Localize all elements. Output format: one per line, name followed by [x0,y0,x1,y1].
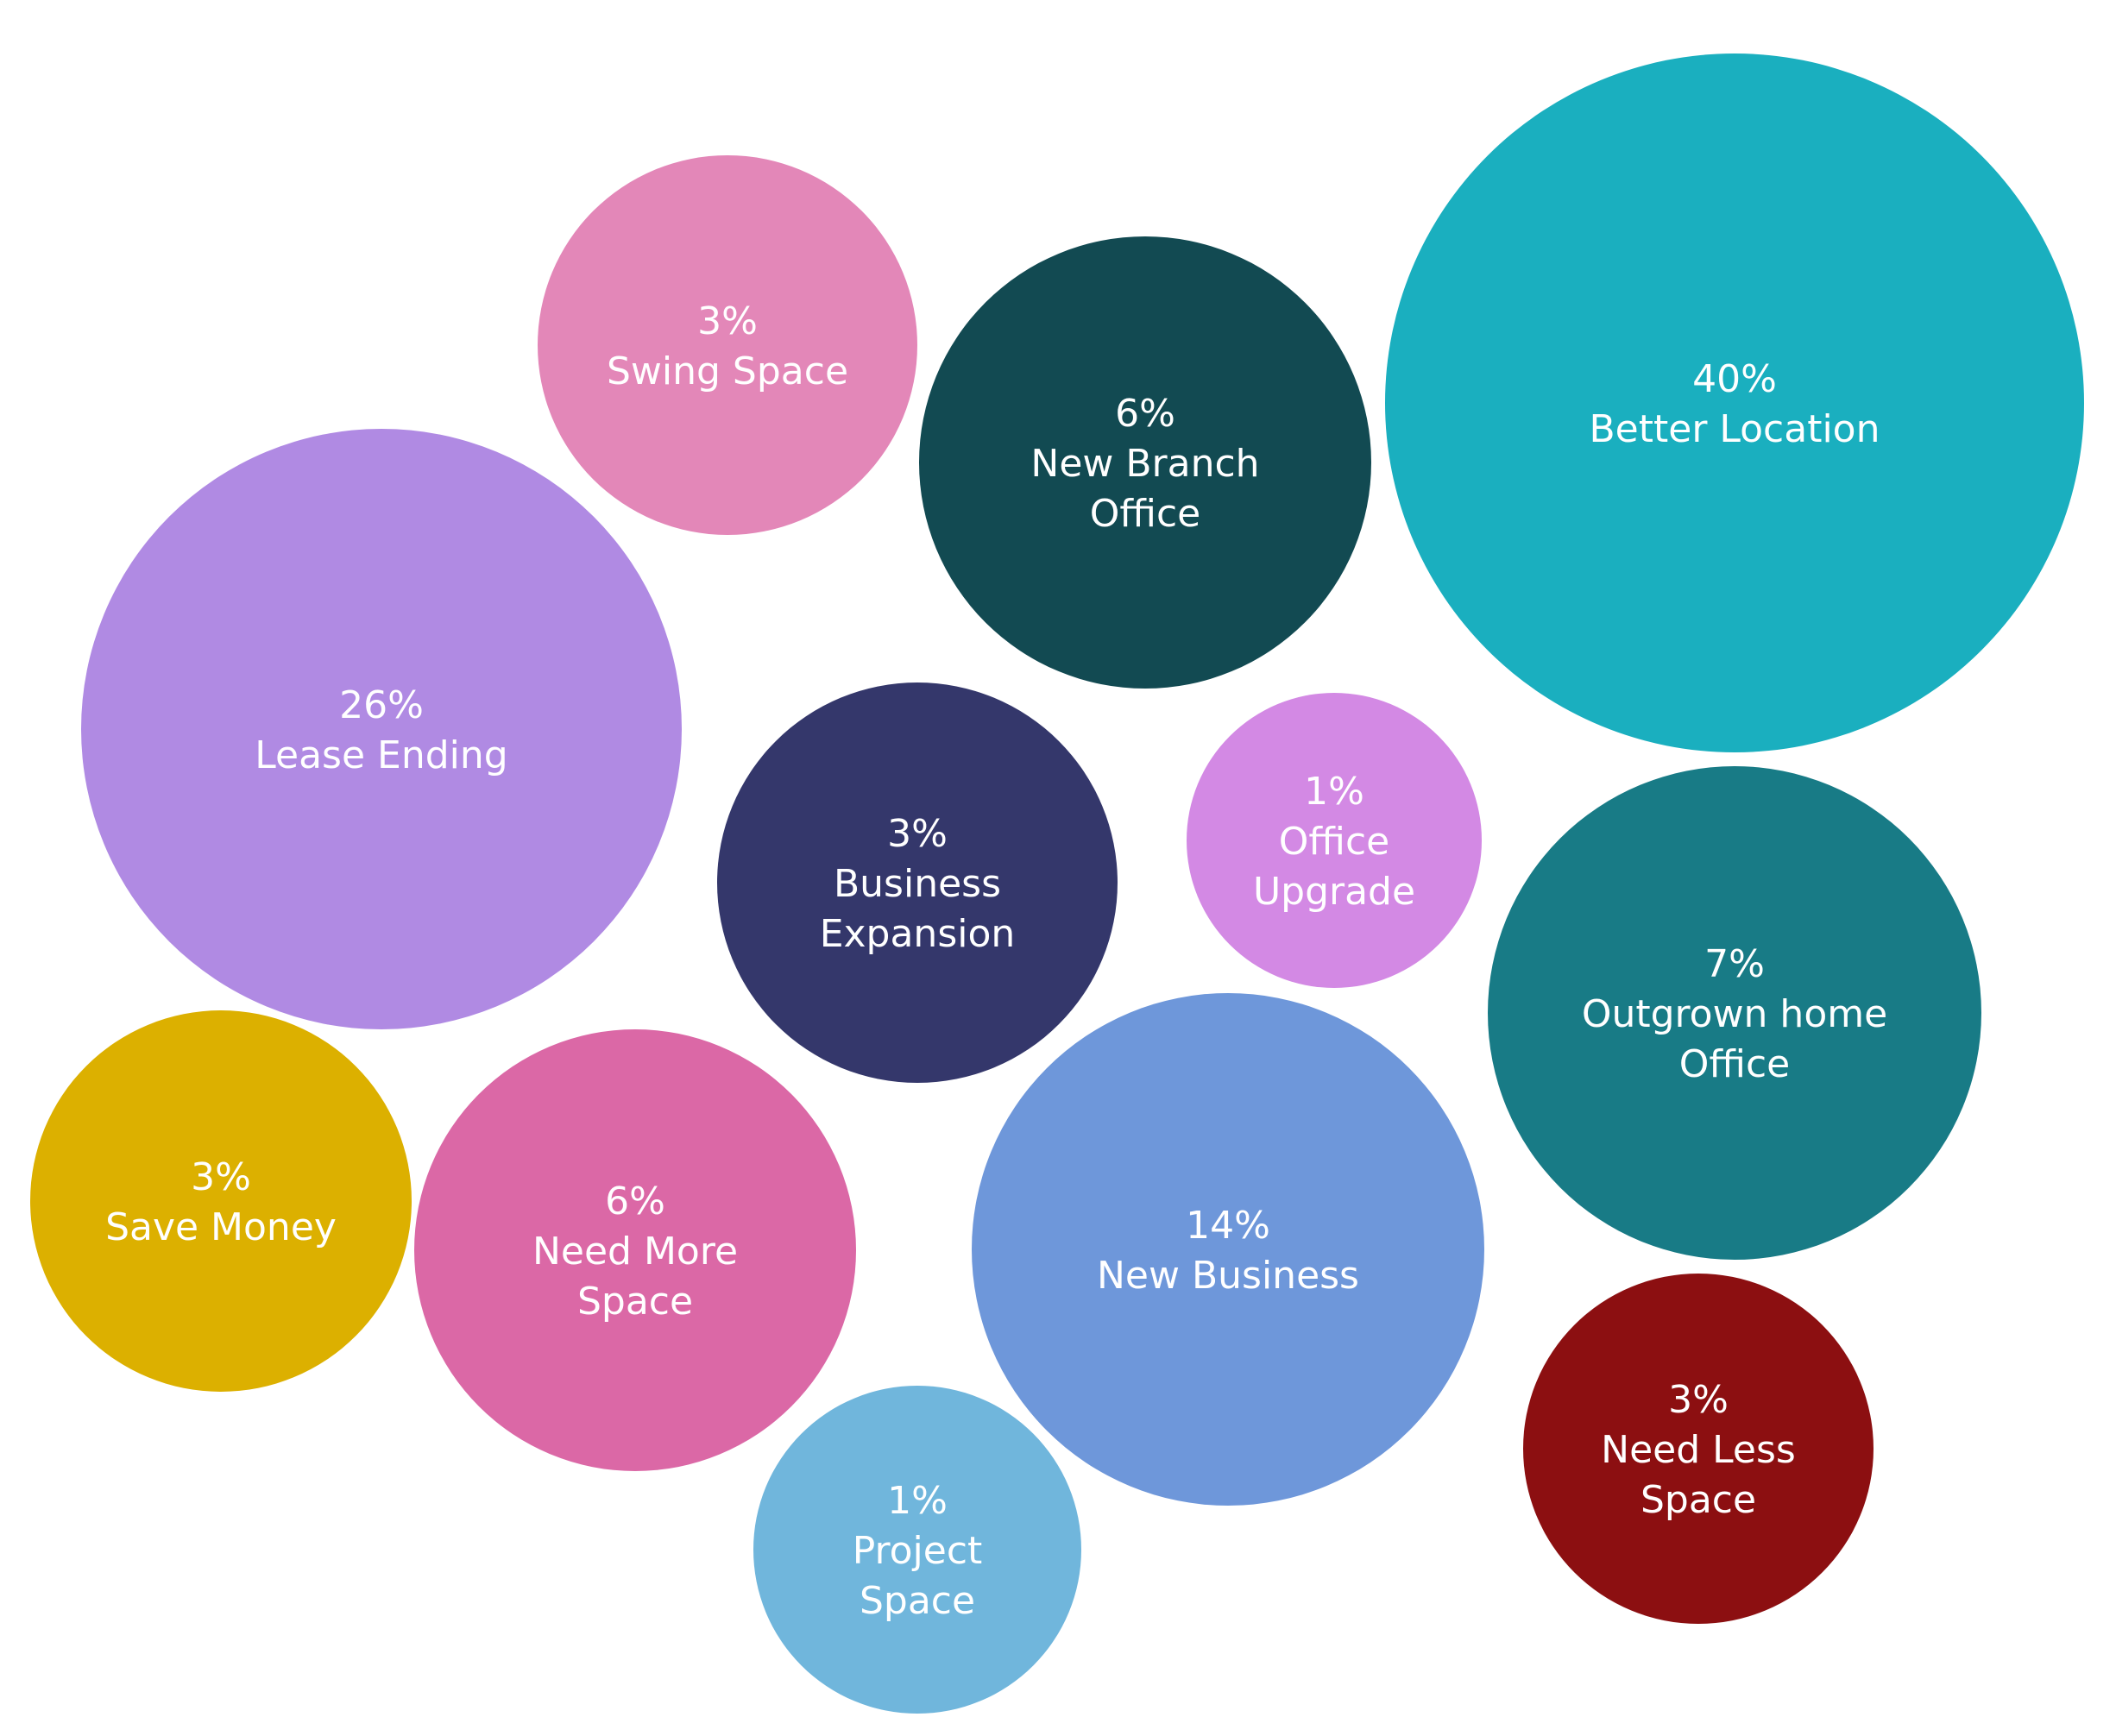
bubble-circle-new-branch-office [919,236,1371,689]
bubble-circle-outgrown-home-office [1488,766,1981,1260]
bubble-category-label-new-branch-office: New Branch [1030,442,1259,486]
bubble-value-label-new-business: 14% [1186,1204,1270,1248]
bubble-circle-better-location [1385,53,2084,752]
bubble-category-label-office-upgrade: Office [1279,820,1389,864]
bubble-circle-lease-ending [81,429,682,1029]
bubble-category-label-need-more-space: Space [577,1280,693,1324]
bubble-category-label-lease-ending: Lease Ending [255,733,507,777]
bubble-value-label-swing-space: 3% [697,299,758,343]
bubble-value-label-office-upgrade: 1% [1304,770,1364,814]
bubble-value-label-need-more-space: 6% [605,1179,665,1223]
bubble-category-label-need-more-space: Need More [532,1230,738,1274]
bubble-new-branch-office: 6% New Branch Office [919,236,1371,689]
bubble-value-label-lease-ending: 26% [339,683,424,727]
bubble-need-more-space: 6% Need More Space [414,1029,856,1471]
bubble-office-upgrade: 1% Office Upgrade [1187,693,1482,988]
bubble-category-label-business-expansion: Expansion [820,912,1016,956]
bubble-category-label-project-space: Project [853,1529,983,1573]
bubble-category-label-need-less-space: Space [1641,1478,1756,1522]
bubble-value-label-save-money: 3% [191,1155,251,1199]
bubble-category-label-project-space: Space [860,1579,975,1623]
bubble-value-label-project-space: 1% [887,1479,948,1523]
bubble-business-expansion: 3% Business Expansion [717,682,1118,1083]
bubble-circle-office-upgrade [1187,693,1482,988]
bubble-circle-save-money [30,1010,412,1392]
bubble-category-label-better-location: Better Location [1589,407,1880,451]
bubble-value-label-need-less-space: 3% [1668,1378,1729,1422]
bubble-circle-swing-space [538,155,917,535]
bubble-new-business: 14% New Business [972,993,1484,1506]
bubble-category-label-business-expansion: Business [834,862,1001,906]
bubble-project-space: 1% Project Space [753,1386,1081,1714]
bubble-circle-business-expansion [717,682,1118,1083]
bubble-value-label-better-location: 40% [1692,357,1777,401]
bubble-category-label-outgrown-home-office: Outgrown home [1582,992,1887,1036]
bubble-circle-new-business [972,993,1484,1506]
bubble-category-label-new-business: New Business [1097,1254,1359,1298]
bubble-category-label-new-branch-office: Office [1090,492,1200,536]
bubble-category-label-need-less-space: Need Less [1601,1428,1796,1472]
bubble-save-money: 3% Save Money [30,1010,412,1392]
bubble-circle-project-space [753,1386,1081,1714]
bubble-outgrown-home-office: 7% Outgrown home Office [1488,766,1981,1260]
bubble-value-label-new-branch-office: 6% [1115,392,1175,436]
bubble-need-less-space: 3% Need Less Space [1523,1274,1874,1624]
bubble-circle-need-more-space [414,1029,856,1471]
bubble-category-label-swing-space: Swing Space [607,349,848,393]
bubble-value-label-business-expansion: 3% [887,812,948,856]
bubble-category-label-outgrown-home-office: Office [1679,1042,1790,1086]
bubble-category-label-office-upgrade: Upgrade [1253,870,1415,914]
bubble-swing-space: 3% Swing Space [538,155,917,535]
bubble-lease-ending: 26% Lease Ending [81,429,682,1029]
bubble-value-label-outgrown-home-office: 7% [1704,942,1765,986]
bubble-category-label-save-money: Save Money [105,1205,337,1249]
bubble-better-location: 40% Better Location [1385,53,2084,752]
bubble-circle-need-less-space [1523,1274,1874,1624]
